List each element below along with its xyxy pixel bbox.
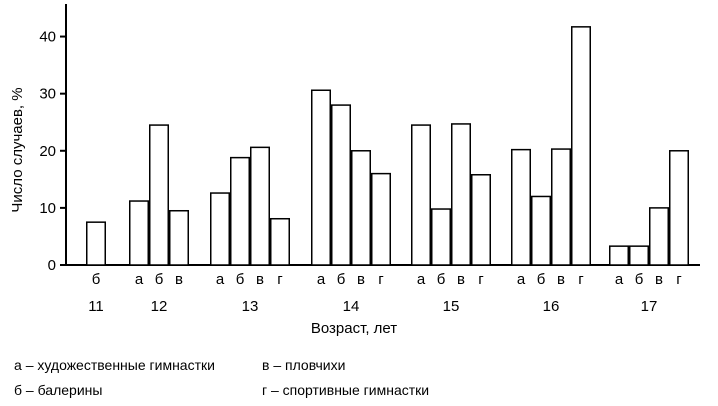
legend-item-b: б – балерины — [14, 382, 102, 398]
bar — [371, 172, 391, 266]
bar-category-label: а — [517, 271, 526, 288]
y-tick-label: 10 — [39, 200, 56, 217]
bar — [129, 200, 149, 266]
bar — [351, 150, 371, 266]
bar-category-label: б — [437, 271, 446, 288]
bar-category-label: г — [277, 271, 283, 288]
bar-category-label: а — [417, 271, 426, 288]
age-group-label: 15 — [443, 298, 460, 315]
bar — [511, 148, 531, 266]
bar-category-label: в — [457, 271, 465, 288]
bar — [531, 195, 551, 266]
age-group-label: 12 — [151, 298, 168, 315]
bar — [311, 89, 331, 266]
legend-item-v: в – пловчихи — [262, 357, 345, 373]
bar — [169, 209, 189, 266]
age-group-label: 13 — [242, 298, 259, 315]
bar-category-label: б — [337, 271, 346, 288]
bar — [629, 245, 649, 266]
bar — [331, 104, 351, 266]
y-axis-label: Число случаев, % — [9, 87, 26, 212]
bar-category-label: г — [578, 271, 584, 288]
bar-category-label: в — [357, 271, 365, 288]
chart-bars — [86, 26, 689, 266]
legend-text-g: – спортивные гимнастки — [271, 382, 430, 398]
bar — [230, 156, 250, 266]
bar-category-label: б — [635, 271, 644, 288]
bar-category-label: в — [256, 271, 264, 288]
bar — [571, 26, 591, 266]
age-group-label: 17 — [641, 298, 658, 315]
bar — [149, 124, 169, 266]
bar-category-label: б — [537, 271, 546, 288]
bar-category-label: а — [317, 271, 326, 288]
legend-key-a: а — [14, 357, 22, 373]
bar — [270, 217, 290, 266]
bar — [551, 148, 571, 266]
bar-category-label: г — [676, 271, 682, 288]
y-tick-label: 0 — [48, 257, 56, 274]
bar — [471, 174, 491, 266]
y-tick-label: 40 — [39, 29, 56, 46]
y-tick-label: 30 — [39, 86, 56, 103]
bar — [431, 208, 451, 266]
bar-category-label: а — [135, 271, 144, 288]
bar-category-label: б — [155, 271, 164, 288]
legend-item-a: а – художественные гимнастки — [14, 357, 215, 373]
legend-key-b: б — [14, 382, 23, 398]
bar — [609, 245, 629, 266]
legend-text-a: – художественные гимнастки — [25, 357, 215, 373]
bar — [669, 150, 689, 266]
bar — [451, 123, 471, 266]
bar — [250, 146, 270, 266]
bar-category-label: б — [92, 271, 101, 288]
bar-category-label: в — [175, 271, 183, 288]
bar-category-label: в — [655, 271, 663, 288]
age-group-label: 16 — [543, 298, 560, 315]
bar-category-label: г — [378, 271, 384, 288]
legend-text-b: – балерины — [25, 382, 103, 398]
bar-category-label: г — [478, 271, 484, 288]
legend-key-g: г — [262, 382, 268, 398]
x-axis-label: Возраст, лет — [311, 320, 397, 337]
y-tick-label: 20 — [39, 143, 56, 160]
legend-key-v: в — [262, 357, 270, 373]
age-group-label: 14 — [343, 298, 360, 315]
bar-category-label: а — [615, 271, 624, 288]
age-group-label: 11 — [88, 298, 104, 315]
bar — [411, 124, 431, 266]
legend-text-v: – пловчихи — [273, 357, 346, 373]
bar — [649, 207, 669, 266]
bar-category-label: б — [236, 271, 245, 288]
bar — [86, 221, 106, 266]
bar-category-label: в — [557, 271, 565, 288]
bar — [210, 192, 230, 266]
legend-item-g: г – спортивные гимнастки — [262, 382, 429, 398]
bar-category-label: а — [216, 271, 225, 288]
